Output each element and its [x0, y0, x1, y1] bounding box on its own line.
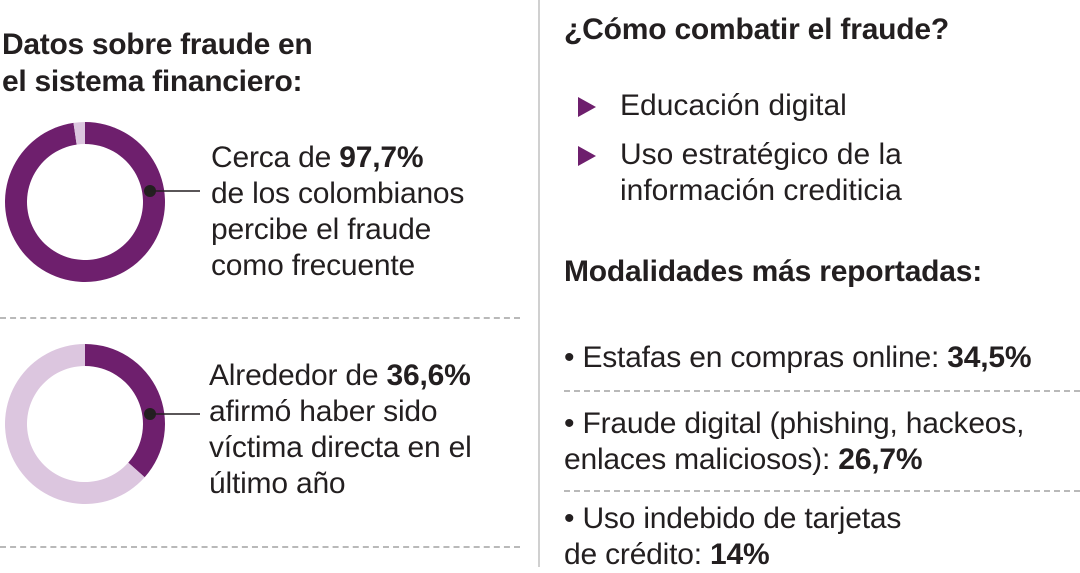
divider-2: [0, 546, 520, 548]
donut-chart-1: [4, 122, 200, 282]
stat-1-line1: Cerca de 97,7%: [211, 140, 464, 176]
combat-item-1: Educación digital: [620, 88, 847, 124]
left-title: Datos sobre fraude en el sistema financi…: [2, 26, 402, 100]
stat-1-line3: percibe el fraude: [211, 213, 432, 246]
modalities-title: Modalidades más reportadas:: [564, 255, 983, 288]
modality-1-line1: • Estafas en compras online: 34,5%: [564, 340, 1032, 376]
stat-2-line4: último año: [209, 467, 346, 500]
combat-item-2-line1: Uso estratégico de la: [620, 138, 902, 171]
modality-3-value: 14%: [710, 538, 770, 571]
left-title-line1: Datos sobre fraude en: [2, 28, 313, 61]
modality-divider-1: [564, 390, 1080, 392]
stat-1-prefix: Cerca de: [211, 141, 340, 174]
stat-2-line3: víctima directa en el: [209, 431, 472, 464]
donut-1-group: [4, 122, 165, 282]
stat-1-value: 97,7%: [339, 141, 424, 174]
stat-1: Cerca de 97,7% de los colombianos percib…: [211, 140, 464, 284]
modality-1-text: • Estafas en compras online:: [564, 341, 948, 374]
combat-item-2-line2: información crediticia: [620, 174, 902, 207]
modality-1: • Estafas en compras online: 34,5%: [564, 340, 1032, 376]
modality-2-line1: • Fraude digital (phishing, hackeos,: [564, 407, 1025, 440]
stat-2: Alrededor de 36,6% afirmó haber sido víc…: [209, 358, 472, 502]
column-divider: [538, 0, 540, 567]
triangle-bullet-icon: [578, 97, 596, 117]
donut-1-slice-main: [4, 122, 165, 282]
modality-2: • Fraude digital (phishing, hackeos, enl…: [564, 406, 1024, 478]
donut-2-slice-main: [85, 344, 165, 478]
stat-1-line4: como frecuente: [211, 249, 415, 282]
donut-2-slice-rest: [4, 344, 145, 504]
stat-2-value: 36,6%: [386, 359, 471, 392]
modality-3: • Uso indebido de tarjetas de crédito: 1…: [564, 501, 901, 573]
modality-3-text: de crédito:: [564, 538, 711, 571]
triangle-bullet-icon: [578, 146, 596, 166]
donut-chart-2: [4, 344, 200, 504]
stat-2-line1: Alrededor de 36,6%: [209, 358, 472, 394]
stat-1-line2: de los colombianos: [211, 177, 465, 210]
modality-1-value: 34,5%: [947, 341, 1032, 374]
donut-1-slice-rest: [73, 122, 85, 145]
modality-2-line2: enlaces maliciosos): 26,7%: [564, 442, 1024, 478]
modality-3-line1: • Uso indebido de tarjetas: [564, 502, 902, 535]
donut-2-group: [4, 344, 165, 504]
modality-2-text: enlaces maliciosos):: [564, 443, 839, 476]
combat-item-1-line1: Educación digital: [620, 89, 847, 122]
stat-2-prefix: Alrededor de: [209, 359, 387, 392]
modality-3-line2: de crédito: 14%: [564, 537, 901, 573]
combat-item-2: Uso estratégico de la información credit…: [620, 137, 902, 209]
left-title-line2: el sistema financiero:: [2, 65, 303, 98]
modality-divider-2: [564, 490, 1080, 492]
divider-1: [0, 317, 520, 319]
combat-title: ¿Cómo combatir el fraude?: [564, 13, 950, 46]
modality-2-value: 26,7%: [838, 443, 923, 476]
stat-2-line2: afirmó haber sido: [209, 395, 438, 428]
